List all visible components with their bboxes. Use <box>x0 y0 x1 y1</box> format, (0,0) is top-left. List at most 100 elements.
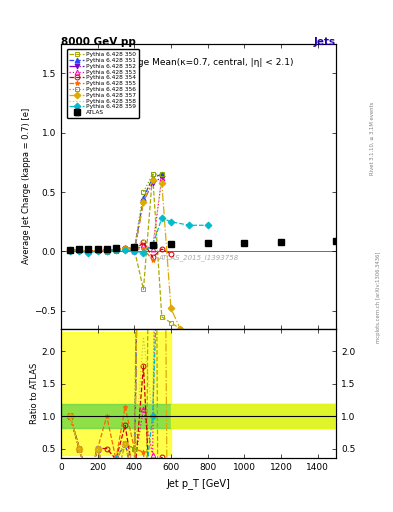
Pythia 6.428 359 <box>114 247 118 253</box>
Pythia 6.428 353 <box>105 248 109 254</box>
Pythia 6.428 350 <box>150 171 155 177</box>
Pythia 6.428 352 <box>114 247 118 253</box>
Pythia 6.428 356 <box>77 247 82 253</box>
Pythia 6.428 350 <box>86 248 91 254</box>
Pythia 6.428 356 <box>105 248 109 254</box>
Pythia 6.428 352 <box>68 247 72 253</box>
Y-axis label: Average Jet Charge (kappa = 0.7) [e]: Average Jet Charge (kappa = 0.7) [e] <box>22 108 31 264</box>
Pythia 6.428 351 <box>132 248 137 254</box>
Line: Pythia 6.428 356: Pythia 6.428 356 <box>68 172 164 254</box>
Pythia 6.428 357 <box>132 248 137 254</box>
Pythia 6.428 357 <box>77 247 82 253</box>
Bar <box>61 332 171 455</box>
Pythia 6.428 350 <box>77 247 82 253</box>
Pythia 6.428 355 <box>114 247 118 253</box>
X-axis label: Jet p_T [GeV]: Jet p_T [GeV] <box>167 478 230 488</box>
Pythia 6.428 350 <box>123 246 127 252</box>
Line: Pythia 6.428 359: Pythia 6.428 359 <box>68 216 210 255</box>
Pythia 6.428 355 <box>105 246 109 252</box>
Pythia 6.428 357 <box>86 248 91 254</box>
Pythia 6.428 355 <box>132 246 137 252</box>
Line: Pythia 6.428 355: Pythia 6.428 355 <box>68 244 155 262</box>
Pythia 6.428 358 <box>77 247 82 253</box>
Pythia 6.428 356 <box>114 247 118 253</box>
Pythia 6.428 356 <box>132 246 137 252</box>
Pythia 6.428 350 <box>68 247 72 253</box>
Pythia 6.428 354 <box>141 239 146 245</box>
Pythia 6.428 354 <box>114 247 118 253</box>
Pythia 6.428 359 <box>68 248 72 254</box>
Pythia 6.428 355 <box>68 247 72 253</box>
Line: Pythia 6.428 354: Pythia 6.428 354 <box>68 240 173 260</box>
Pythia 6.428 357 <box>160 179 164 185</box>
Pythia 6.428 350 <box>95 247 100 253</box>
Pythia 6.428 350 <box>132 246 137 252</box>
Pythia 6.428 358 <box>132 247 137 253</box>
Pythia 6.428 353 <box>68 247 72 253</box>
Line: Pythia 6.428 350: Pythia 6.428 350 <box>68 172 183 331</box>
Pythia 6.428 354 <box>123 245 127 251</box>
Pythia 6.428 350 <box>105 248 109 254</box>
Bar <box>61 404 336 428</box>
Pythia 6.428 356 <box>141 189 146 195</box>
Line: Pythia 6.428 352: Pythia 6.428 352 <box>68 175 164 254</box>
Pythia 6.428 350 <box>114 248 118 254</box>
Pythia 6.428 350 <box>178 326 182 332</box>
Pythia 6.428 353 <box>123 246 127 252</box>
Pythia 6.428 357 <box>169 305 173 311</box>
Bar <box>171 404 336 428</box>
Pythia 6.428 357 <box>123 246 127 252</box>
Pythia 6.428 354 <box>95 247 100 253</box>
Pythia 6.428 352 <box>123 246 127 252</box>
Pythia 6.428 358 <box>86 248 91 254</box>
Pythia 6.428 353 <box>95 247 100 253</box>
Pythia 6.428 359 <box>160 215 164 221</box>
Pythia 6.428 351 <box>86 248 91 254</box>
Pythia 6.428 353 <box>77 247 82 253</box>
Legend: Pythia 6.428 350, Pythia 6.428 351, Pythia 6.428 352, Pythia 6.428 353, Pythia 6: Pythia 6.428 350, Pythia 6.428 351, Pyth… <box>66 49 140 118</box>
Pythia 6.428 358 <box>114 247 118 253</box>
Pythia 6.428 352 <box>86 248 91 254</box>
Pythia 6.428 359 <box>132 248 137 254</box>
Pythia 6.428 354 <box>105 247 109 253</box>
Pythia 6.428 354 <box>77 247 82 253</box>
Pythia 6.428 353 <box>150 246 155 252</box>
Pythia 6.428 353 <box>132 247 137 253</box>
Pythia 6.428 352 <box>105 248 109 254</box>
Pythia 6.428 350 <box>160 314 164 320</box>
Pythia 6.428 352 <box>132 248 137 254</box>
Pythia 6.428 354 <box>132 248 137 254</box>
Pythia 6.428 359 <box>169 219 173 225</box>
Pythia 6.428 357 <box>178 326 182 332</box>
Pythia 6.428 358 <box>105 248 109 254</box>
Pythia 6.428 357 <box>68 247 72 253</box>
Pythia 6.428 356 <box>95 247 100 253</box>
Text: Rivet 3.1.10, ≥ 3.1M events: Rivet 3.1.10, ≥ 3.1M events <box>370 101 375 175</box>
Text: Jets: Jets <box>314 37 336 47</box>
Line: Pythia 6.428 353: Pythia 6.428 353 <box>68 175 164 254</box>
Text: Jet Charge Mean(κ=0.7, central, |η| < 2.1): Jet Charge Mean(κ=0.7, central, |η| < 2.… <box>103 58 294 67</box>
Pythia 6.428 359 <box>150 242 155 248</box>
Pythia 6.428 358 <box>123 246 127 252</box>
Pythia 6.428 350 <box>141 286 146 292</box>
Pythia 6.428 357 <box>150 177 155 183</box>
Pythia 6.428 357 <box>95 247 100 253</box>
Pythia 6.428 352 <box>77 247 82 253</box>
Pythia 6.428 351 <box>150 175 155 181</box>
Pythia 6.428 354 <box>150 254 155 261</box>
Pythia 6.428 353 <box>114 247 118 253</box>
Pythia 6.428 355 <box>86 248 91 254</box>
Pythia 6.428 359 <box>141 249 146 255</box>
Pythia 6.428 353 <box>160 175 164 181</box>
Text: ATLAS_2015_I1393758: ATLAS_2015_I1393758 <box>158 254 239 261</box>
Pythia 6.428 357 <box>105 248 109 254</box>
Pythia 6.428 351 <box>114 247 118 253</box>
Text: 8000 GeV pp: 8000 GeV pp <box>61 37 136 47</box>
Pythia 6.428 352 <box>95 247 100 253</box>
Pythia 6.428 352 <box>160 175 164 181</box>
Pythia 6.428 357 <box>141 199 146 205</box>
Pythia 6.428 358 <box>150 242 155 248</box>
Pythia 6.428 355 <box>123 244 127 250</box>
Pythia 6.428 351 <box>95 247 100 253</box>
Pythia 6.428 356 <box>86 248 91 254</box>
